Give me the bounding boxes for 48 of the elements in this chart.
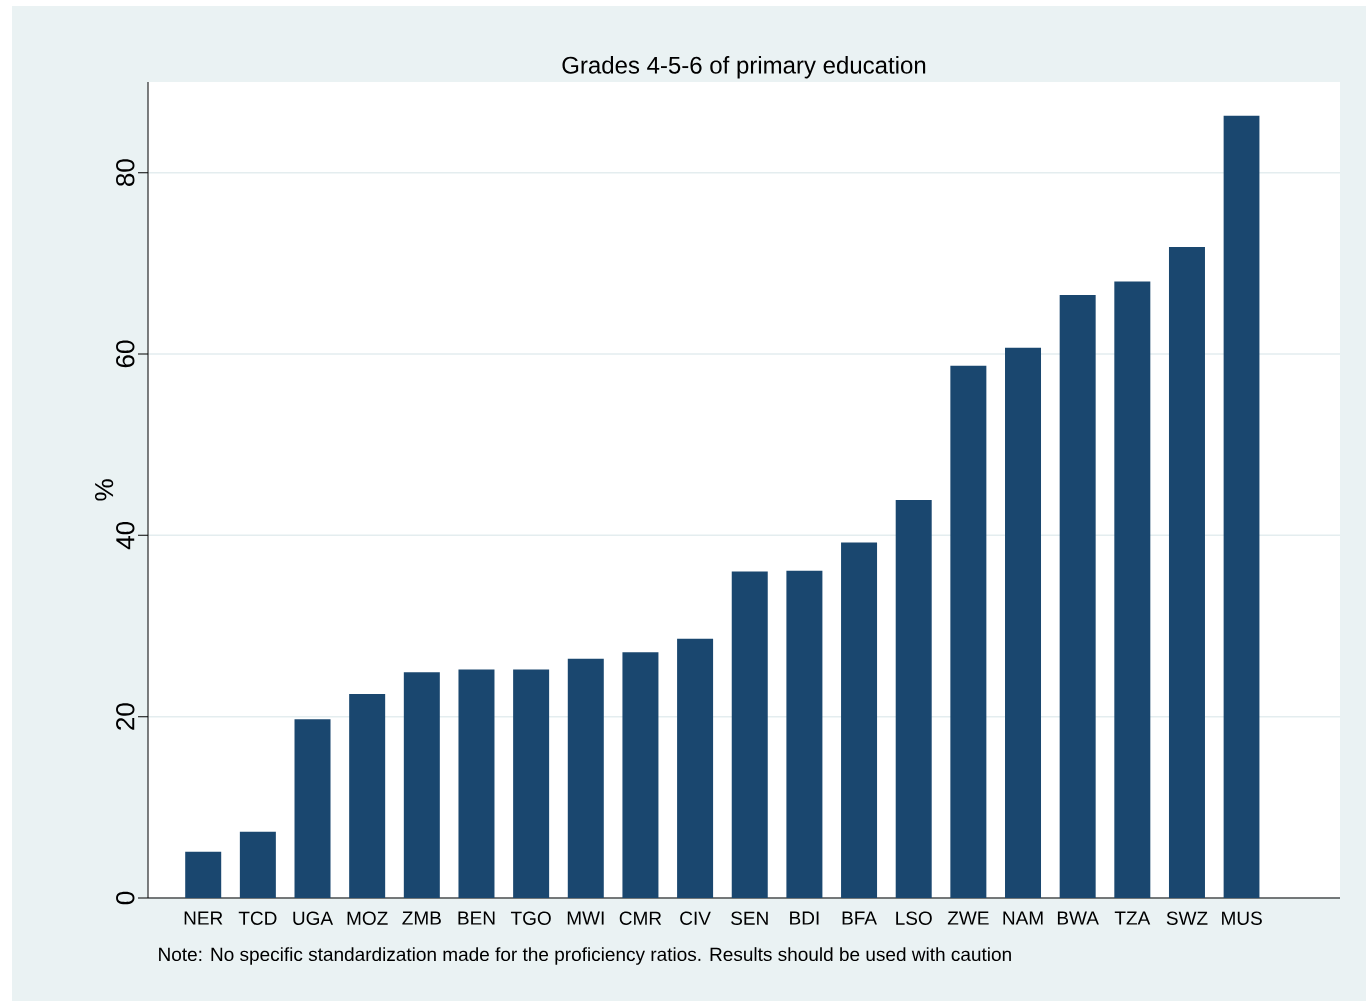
x-tick-label: BEN: [458, 911, 495, 925]
x-tick-label: BFA: [842, 911, 877, 925]
y-axis-title: %: [95, 479, 114, 501]
x-tick-label: TCD: [238, 911, 277, 925]
y-tick-label: 80: [116, 159, 135, 186]
bar: [786, 570, 823, 898]
bar: [622, 652, 659, 898]
x-tick-label: CIV: [680, 911, 711, 925]
x-tick-label: LSO: [896, 911, 932, 925]
bar: [731, 571, 768, 898]
bar: [294, 719, 331, 898]
text: Note: No specific standardization made for the proficiency ratios. Results should be used with caution: [159, 947, 1011, 965]
bar: [239, 831, 276, 898]
chart-title: Grades 4-5-6 of primary education: [562, 56, 926, 79]
x-tick-label: MUS: [1222, 911, 1262, 925]
x-tick-label: SEN: [731, 911, 768, 925]
x-tick-label: CMR: [619, 911, 662, 925]
bar: [841, 542, 878, 898]
x-tick-label: TZA: [1114, 911, 1151, 925]
bar: [185, 851, 222, 898]
bar: [1059, 295, 1096, 898]
x-tick-label: TGO: [510, 911, 551, 925]
x-tick-label: MWI: [567, 911, 604, 925]
bar: [1168, 247, 1205, 898]
x-tick-label: BDI: [790, 911, 819, 925]
bar: [1114, 281, 1151, 898]
x-tick-label: BWA: [1057, 911, 1099, 925]
bar: [349, 693, 386, 898]
y-tick-label: 20: [116, 703, 135, 730]
x-tick-label: ZMB: [402, 911, 441, 925]
bar: [567, 658, 604, 898]
x-tick-label: NAM: [1003, 911, 1043, 925]
bar: [950, 365, 987, 898]
x-tick-label: NER: [184, 911, 223, 925]
bar: [403, 672, 440, 898]
x-tick-label: UGA: [293, 911, 334, 925]
x-tick-label: ZWE: [947, 911, 989, 925]
y-tick-label: 40: [116, 521, 135, 550]
bar: [1223, 115, 1260, 898]
bar: [458, 669, 495, 898]
bar: [513, 669, 550, 898]
x-tick-label: MOZ: [347, 911, 388, 925]
y-tick-label: 60: [116, 340, 135, 368]
bar: [895, 499, 932, 898]
y-tick-label: 0: [116, 891, 135, 905]
bar: [677, 638, 714, 898]
x-tick-label: SWZ: [1166, 911, 1208, 925]
bar: [1005, 347, 1042, 898]
